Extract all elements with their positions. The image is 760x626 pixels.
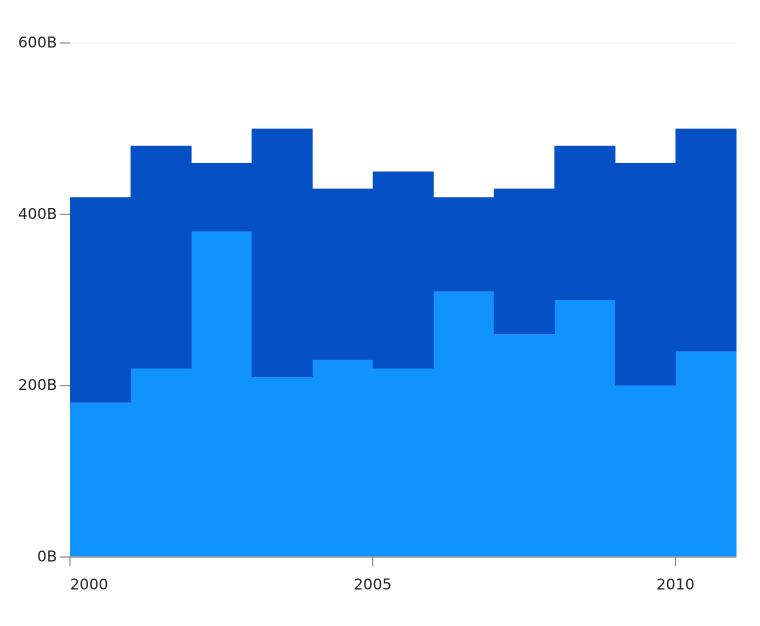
step-segment [70, 197, 132, 403]
step-segment [675, 128, 737, 352]
y-tick-label: 400B [18, 205, 57, 223]
x-tick-label: 2005 [354, 576, 392, 594]
step-segment [614, 162, 676, 386]
step-segment [433, 291, 495, 557]
step-segment [493, 188, 555, 335]
step-segment [251, 128, 313, 378]
step-segment [493, 334, 555, 557]
y-tick-label: 200B [18, 376, 57, 394]
step-segment [372, 368, 434, 557]
x-tick-label: 2000 [70, 576, 108, 594]
step-segment [675, 351, 737, 557]
step-segment [554, 300, 616, 557]
step-segment [70, 402, 132, 557]
step-segment [191, 231, 253, 557]
step-segment [554, 145, 616, 300]
step-segment [312, 359, 374, 557]
step-segment [312, 188, 374, 360]
y-tick-label: 0B [37, 548, 57, 566]
step-segment [191, 162, 253, 232]
step-segment [130, 368, 192, 557]
step-segment [130, 145, 192, 369]
step-segment [614, 385, 676, 557]
y-tick-label: 600B [18, 34, 57, 52]
step-segment [251, 377, 313, 557]
step-segment [372, 171, 434, 369]
x-tick-label: 2010 [656, 576, 694, 594]
step-segment [433, 197, 495, 292]
